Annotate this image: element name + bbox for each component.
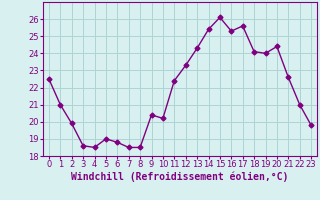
X-axis label: Windchill (Refroidissement éolien,°C): Windchill (Refroidissement éolien,°C): [71, 172, 289, 182]
